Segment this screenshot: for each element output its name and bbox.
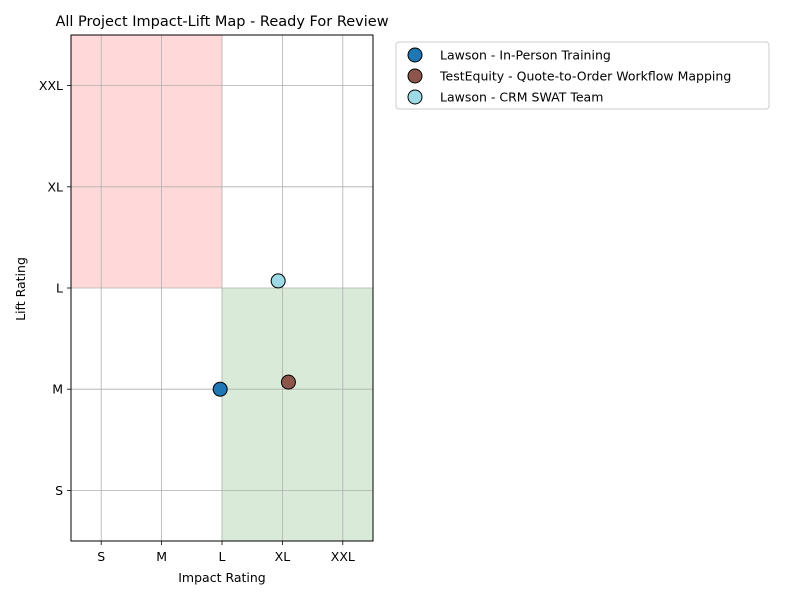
chart-title: All Project Impact-Lift Map - Ready For … <box>55 14 388 30</box>
x-tick-label: XXL <box>331 549 355 564</box>
y-tick-label: M <box>52 382 63 397</box>
legend-frame <box>395 41 770 110</box>
data-point <box>212 381 228 397</box>
regions-layer <box>71 35 373 541</box>
legend-label: Lawson - CRM SWAT Team <box>440 90 603 105</box>
legend: Lawson - In-Person Training TestEquity - … <box>395 41 770 110</box>
x-axis-label: Impact Rating <box>178 570 266 585</box>
ticks-layer: S M L XL XXL S M L XL XXL <box>39 78 355 564</box>
y-tick-label: XL <box>47 179 63 194</box>
region-high-lift-low-impact <box>71 35 222 288</box>
data-point <box>270 273 286 289</box>
region-low-lift-high-impact <box>222 288 373 541</box>
legend-items: Lawson - In-Person Training TestEquity - … <box>407 47 731 105</box>
x-tick-label: L <box>219 549 226 564</box>
legend-label: Lawson - In-Person Training <box>440 48 611 63</box>
points-layer <box>212 273 296 397</box>
y-tick-label: XXL <box>39 78 63 93</box>
x-tick-label: XL <box>275 549 291 564</box>
legend-marker <box>407 68 423 84</box>
x-tick-label: S <box>97 549 105 564</box>
y-axis-label: Lift Rating <box>13 257 28 321</box>
legend-marker <box>407 89 423 105</box>
legend-label: TestEquity - Quote-to-Order Workflow Map… <box>439 69 731 84</box>
y-tick-label: L <box>56 281 63 296</box>
x-tick-label: M <box>156 549 167 564</box>
legend-marker <box>407 47 423 63</box>
y-tick-label: S <box>55 483 63 498</box>
data-point <box>280 374 296 390</box>
